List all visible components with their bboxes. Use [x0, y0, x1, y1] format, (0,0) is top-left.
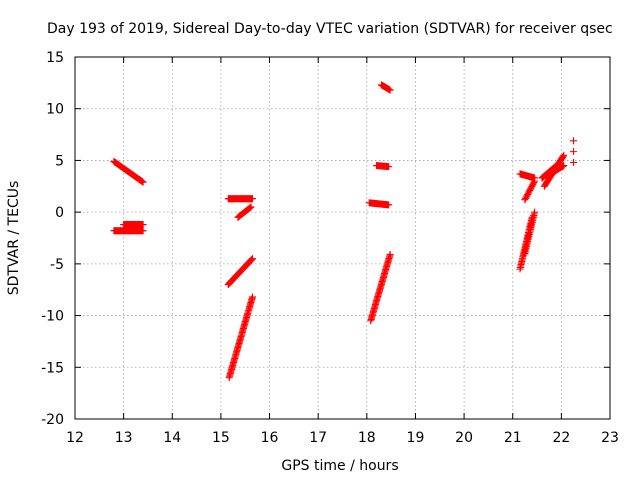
- series-arc-3: [120, 221, 147, 229]
- data-point: [559, 152, 567, 160]
- data-point: [249, 195, 257, 203]
- x-tick-label: 17: [309, 430, 327, 446]
- y-tick-label: -5: [50, 257, 64, 273]
- chart-title: Day 193 of 2019, Sidereal Day-to-day VTE…: [47, 21, 613, 37]
- data-point: [385, 201, 393, 209]
- data-point: [139, 221, 147, 229]
- data-point: [248, 255, 256, 263]
- series-arc-6: [224, 255, 257, 289]
- data-point: [247, 203, 255, 211]
- x-tick-label: 23: [601, 430, 619, 446]
- data-point: [386, 86, 394, 94]
- data-point: [531, 208, 539, 216]
- data-points: [110, 81, 578, 382]
- series-arc-2: [110, 227, 147, 235]
- x-tick-label: 18: [358, 430, 376, 446]
- x-tick-label: 12: [66, 430, 84, 446]
- data-point: [249, 255, 257, 263]
- series-arc-12: [516, 170, 539, 182]
- series-arc-8: [367, 251, 394, 325]
- series-arc-18: [538, 162, 560, 182]
- data-point: [246, 204, 254, 212]
- series-arc-7: [225, 293, 257, 382]
- x-axis-label: GPS time / hours: [281, 458, 398, 474]
- data-point: [560, 162, 568, 170]
- data-point: [139, 178, 147, 186]
- series-arc-11: [377, 81, 394, 94]
- x-tick-label: 22: [552, 430, 570, 446]
- y-tick-label: -15: [41, 360, 64, 376]
- series-arc-10: [373, 162, 393, 171]
- y-tick-label: 15: [46, 50, 64, 66]
- x-tick-label: 13: [115, 430, 133, 446]
- series-arc-9: [365, 199, 393, 209]
- series-arc-14: [521, 208, 539, 258]
- y-tick-label: 0: [55, 205, 64, 221]
- series-arc-1: [110, 157, 147, 186]
- grid-lines: [75, 57, 610, 419]
- data-point: [551, 163, 559, 171]
- axis-ticks: 12 13 14 15 16 17 18 19 20 21 22 23 15 10 5 0 -5 -10 -15 -2…: [41, 50, 619, 446]
- data-point: [249, 293, 257, 301]
- y-axis-label: SDTVAR / TECUs: [6, 181, 22, 296]
- data-point: [553, 162, 560, 170]
- data-point: [570, 158, 578, 166]
- y-tick-label: 5: [55, 153, 64, 169]
- y-tick-label: 10: [46, 102, 64, 118]
- data-point: [531, 177, 539, 185]
- series-arc-5: [234, 203, 255, 221]
- data-point: [247, 256, 255, 264]
- data-point: [385, 163, 393, 171]
- series-arc-19: [570, 137, 578, 166]
- x-tick-label: 16: [261, 430, 279, 446]
- x-tick-label: 20: [455, 430, 473, 446]
- data-point: [139, 227, 147, 235]
- x-tick-label: 15: [212, 430, 230, 446]
- series-arc-4: [224, 195, 257, 203]
- data-point: [570, 148, 578, 156]
- plot-frame: [74, 56, 611, 420]
- data-point: [530, 178, 538, 186]
- x-tick-label: 19: [407, 430, 425, 446]
- y-tick-label: -20: [41, 412, 64, 428]
- data-point: [570, 137, 578, 145]
- data-point: [386, 251, 394, 259]
- data-point: [552, 162, 560, 170]
- series-arc-15: [521, 177, 539, 204]
- x-tick-label: 14: [163, 430, 181, 446]
- y-tick-label: -10: [41, 309, 64, 325]
- x-tick-label: 21: [504, 430, 522, 446]
- data-point: [560, 151, 568, 159]
